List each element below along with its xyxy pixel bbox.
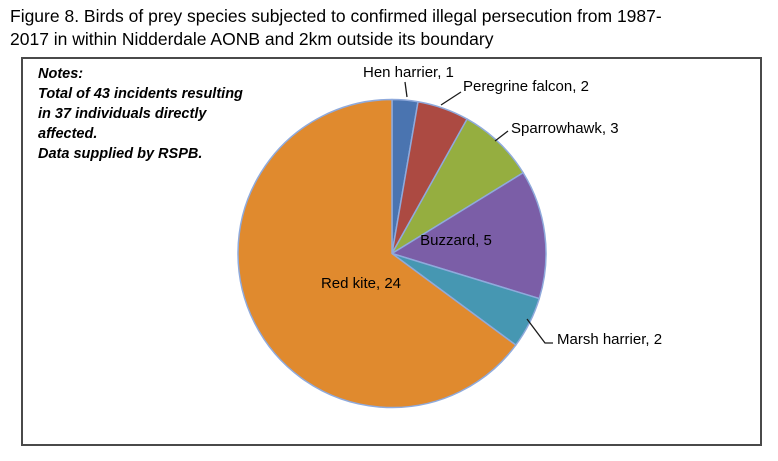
figure-title-line-1: Figure 8. Birds of prey species subjecte… <box>10 6 662 26</box>
pie-slice-buzzard <box>391 172 547 300</box>
notes-annotation: Notes: Total of 43 incidents resulting in … <box>38 64 243 164</box>
notes-line: Notes: <box>38 66 84 82</box>
leader-line-sparrowhawk <box>494 130 509 142</box>
figure-title-line-2: 2017 in within Nidderdale AONB and 2km o… <box>10 29 494 49</box>
notes-line: Data supplied by RSPB. <box>38 146 203 162</box>
leader-line-marsh-harrier <box>526 318 553 344</box>
leader-line-hen-harrier <box>404 81 408 98</box>
figure-title: Figure 8. Birds of prey species subjecte… <box>10 5 662 51</box>
notes-line: affected. <box>38 126 98 142</box>
data-label-peregrine-falcon: Peregrine falcon, 2 <box>463 78 589 95</box>
notes-line: in 37 individuals directly <box>38 106 207 122</box>
pie-slice-red-kite <box>237 98 517 409</box>
leader-line-peregrine-falcon <box>440 91 462 106</box>
data-label-marsh-harrier: Marsh harrier, 2 <box>557 331 662 348</box>
data-label-hen-harrier: Hen harrier, 1 <box>363 64 454 81</box>
notes-line: Total of 43 incidents resulting <box>38 86 243 102</box>
data-label-buzzard: Buzzard, 5 <box>420 232 492 249</box>
data-label-red-kite: Red kite, 24 <box>321 275 401 292</box>
data-label-sparrowhawk: Sparrowhawk, 3 <box>511 120 619 137</box>
